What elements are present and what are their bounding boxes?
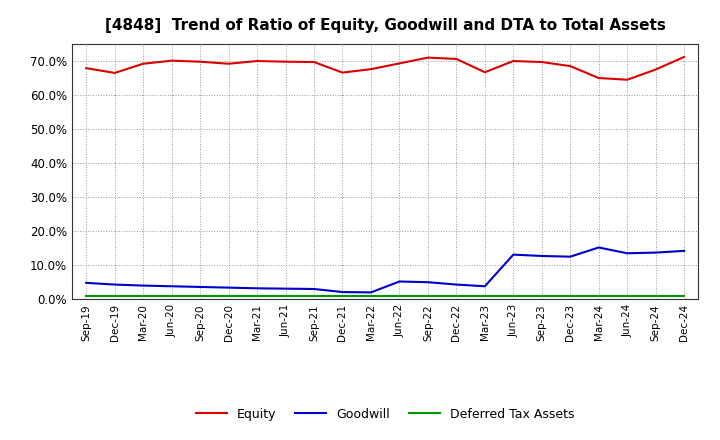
Goodwill (480, 284, 489, 289)
Goodwill (395, 279, 404, 284)
Deferred Tax Assets (652, 293, 660, 298)
Equity (623, 77, 631, 82)
Equity (595, 75, 603, 81)
Goodwill (110, 282, 119, 287)
Deferred Tax Assets (452, 293, 461, 298)
Deferred Tax Assets (595, 293, 603, 298)
Equity (110, 70, 119, 76)
Goodwill (310, 286, 318, 292)
Equity (452, 56, 461, 62)
Equity (480, 70, 489, 75)
Deferred Tax Assets (509, 293, 518, 298)
Goodwill (196, 284, 204, 290)
Equity (566, 63, 575, 69)
Equity (310, 59, 318, 65)
Goodwill (423, 279, 432, 285)
Equity (282, 59, 290, 64)
Deferred Tax Assets (82, 293, 91, 298)
Goodwill (139, 283, 148, 288)
Equity (423, 55, 432, 60)
Equity (139, 61, 148, 66)
Line: Equity: Equity (86, 57, 684, 80)
Deferred Tax Assets (310, 293, 318, 298)
Equity (395, 61, 404, 66)
Goodwill (167, 284, 176, 289)
Goodwill (225, 285, 233, 290)
Deferred Tax Assets (537, 293, 546, 298)
Goodwill (282, 286, 290, 291)
Goodwill (253, 286, 261, 291)
Legend: Equity, Goodwill, Deferred Tax Assets: Equity, Goodwill, Deferred Tax Assets (191, 403, 580, 425)
Equity (253, 59, 261, 64)
Deferred Tax Assets (139, 293, 148, 298)
Goodwill (680, 248, 688, 253)
Equity (652, 67, 660, 72)
Equity (366, 66, 375, 72)
Equity (680, 54, 688, 59)
Goodwill (452, 282, 461, 287)
Deferred Tax Assets (167, 293, 176, 298)
Goodwill (566, 254, 575, 259)
Goodwill (509, 252, 518, 257)
Deferred Tax Assets (623, 293, 631, 298)
Goodwill (82, 280, 91, 286)
Equity (509, 59, 518, 64)
Equity (167, 58, 176, 63)
Goodwill (338, 290, 347, 295)
Equity (537, 59, 546, 65)
Deferred Tax Assets (566, 293, 575, 298)
Title: [4848]  Trend of Ratio of Equity, Goodwill and DTA to Total Assets: [4848] Trend of Ratio of Equity, Goodwil… (105, 18, 665, 33)
Goodwill (623, 251, 631, 256)
Goodwill (652, 250, 660, 255)
Deferred Tax Assets (225, 293, 233, 298)
Equity (196, 59, 204, 64)
Goodwill (366, 290, 375, 295)
Deferred Tax Assets (480, 293, 489, 298)
Goodwill (537, 253, 546, 259)
Deferred Tax Assets (253, 293, 261, 298)
Equity (225, 61, 233, 66)
Deferred Tax Assets (110, 293, 119, 298)
Equity (338, 70, 347, 75)
Deferred Tax Assets (196, 293, 204, 298)
Deferred Tax Assets (680, 293, 688, 298)
Deferred Tax Assets (366, 293, 375, 298)
Goodwill (595, 245, 603, 250)
Deferred Tax Assets (338, 293, 347, 298)
Line: Goodwill: Goodwill (86, 247, 684, 293)
Deferred Tax Assets (395, 293, 404, 298)
Deferred Tax Assets (423, 293, 432, 298)
Deferred Tax Assets (282, 293, 290, 298)
Equity (82, 66, 91, 71)
